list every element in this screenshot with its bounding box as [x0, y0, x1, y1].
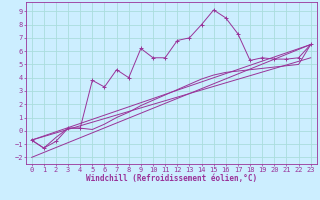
X-axis label: Windchill (Refroidissement éolien,°C): Windchill (Refroidissement éolien,°C)	[86, 174, 257, 183]
